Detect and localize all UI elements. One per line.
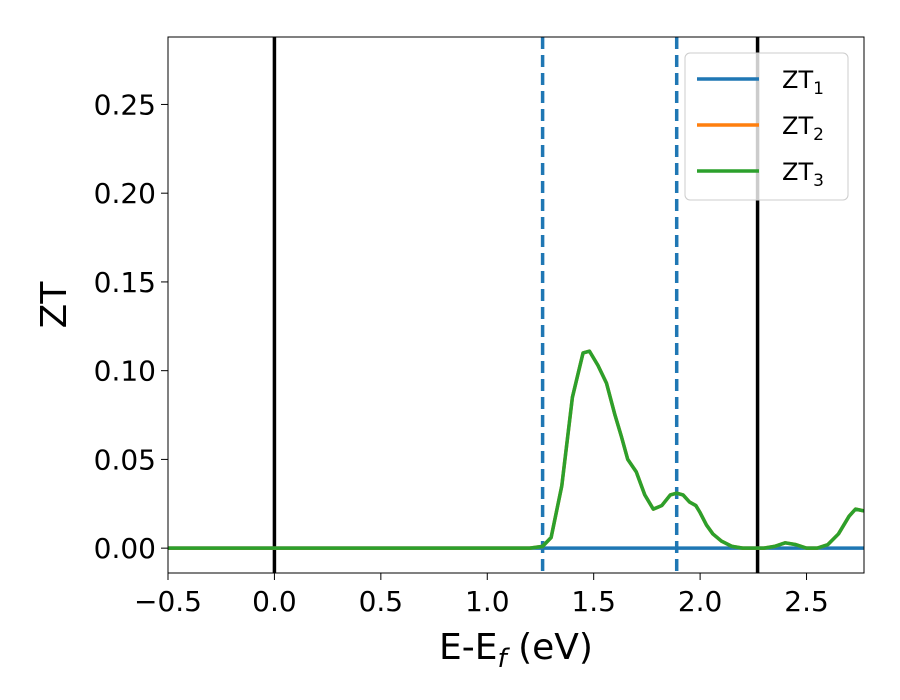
legend-label-3: ZT3 <box>782 158 824 191</box>
series-line-zt3 <box>168 349 864 550</box>
x-tick-label: 1.0 <box>465 585 510 618</box>
y-tick-label: 0.25 <box>94 88 156 121</box>
legend: ZT1 ZT2 ZT3 <box>684 52 849 201</box>
x-tick-label: 0.5 <box>359 585 404 618</box>
x-tick-label: 0.0 <box>252 585 297 618</box>
x-axis-label-unit: (eV) <box>507 627 593 668</box>
x-axis-label: E-Ef (eV) <box>439 627 593 674</box>
y-tick-label: 0.15 <box>94 266 156 299</box>
x-axis-ticks: −0.5 0.0 0.5 1.0 1.5 2.0 2.5 <box>134 573 829 618</box>
y-tick-label: 0.05 <box>94 443 156 476</box>
legend-label-1: ZT1 <box>782 66 824 99</box>
y-axis-ticks: 0.00 0.05 0.10 0.15 0.20 0.25 <box>94 88 168 565</box>
x-tick-label: 2.0 <box>678 585 723 618</box>
series-line-zt2 <box>168 349 864 550</box>
y-tick-label: 0.00 <box>94 532 156 565</box>
legend-box <box>684 52 849 201</box>
y-tick-label: 0.10 <box>94 355 156 388</box>
x-tick-label: 2.5 <box>784 585 829 618</box>
y-tick-label: 0.20 <box>94 177 156 210</box>
legend-label-2: ZT2 <box>782 112 824 145</box>
y-axis-label: ZT <box>34 281 75 329</box>
axes-frame <box>167 36 865 574</box>
x-axis-label-main: E-E <box>439 627 497 668</box>
x-tick-label: 1.5 <box>571 585 616 618</box>
x-tick-label: −0.5 <box>134 585 202 618</box>
